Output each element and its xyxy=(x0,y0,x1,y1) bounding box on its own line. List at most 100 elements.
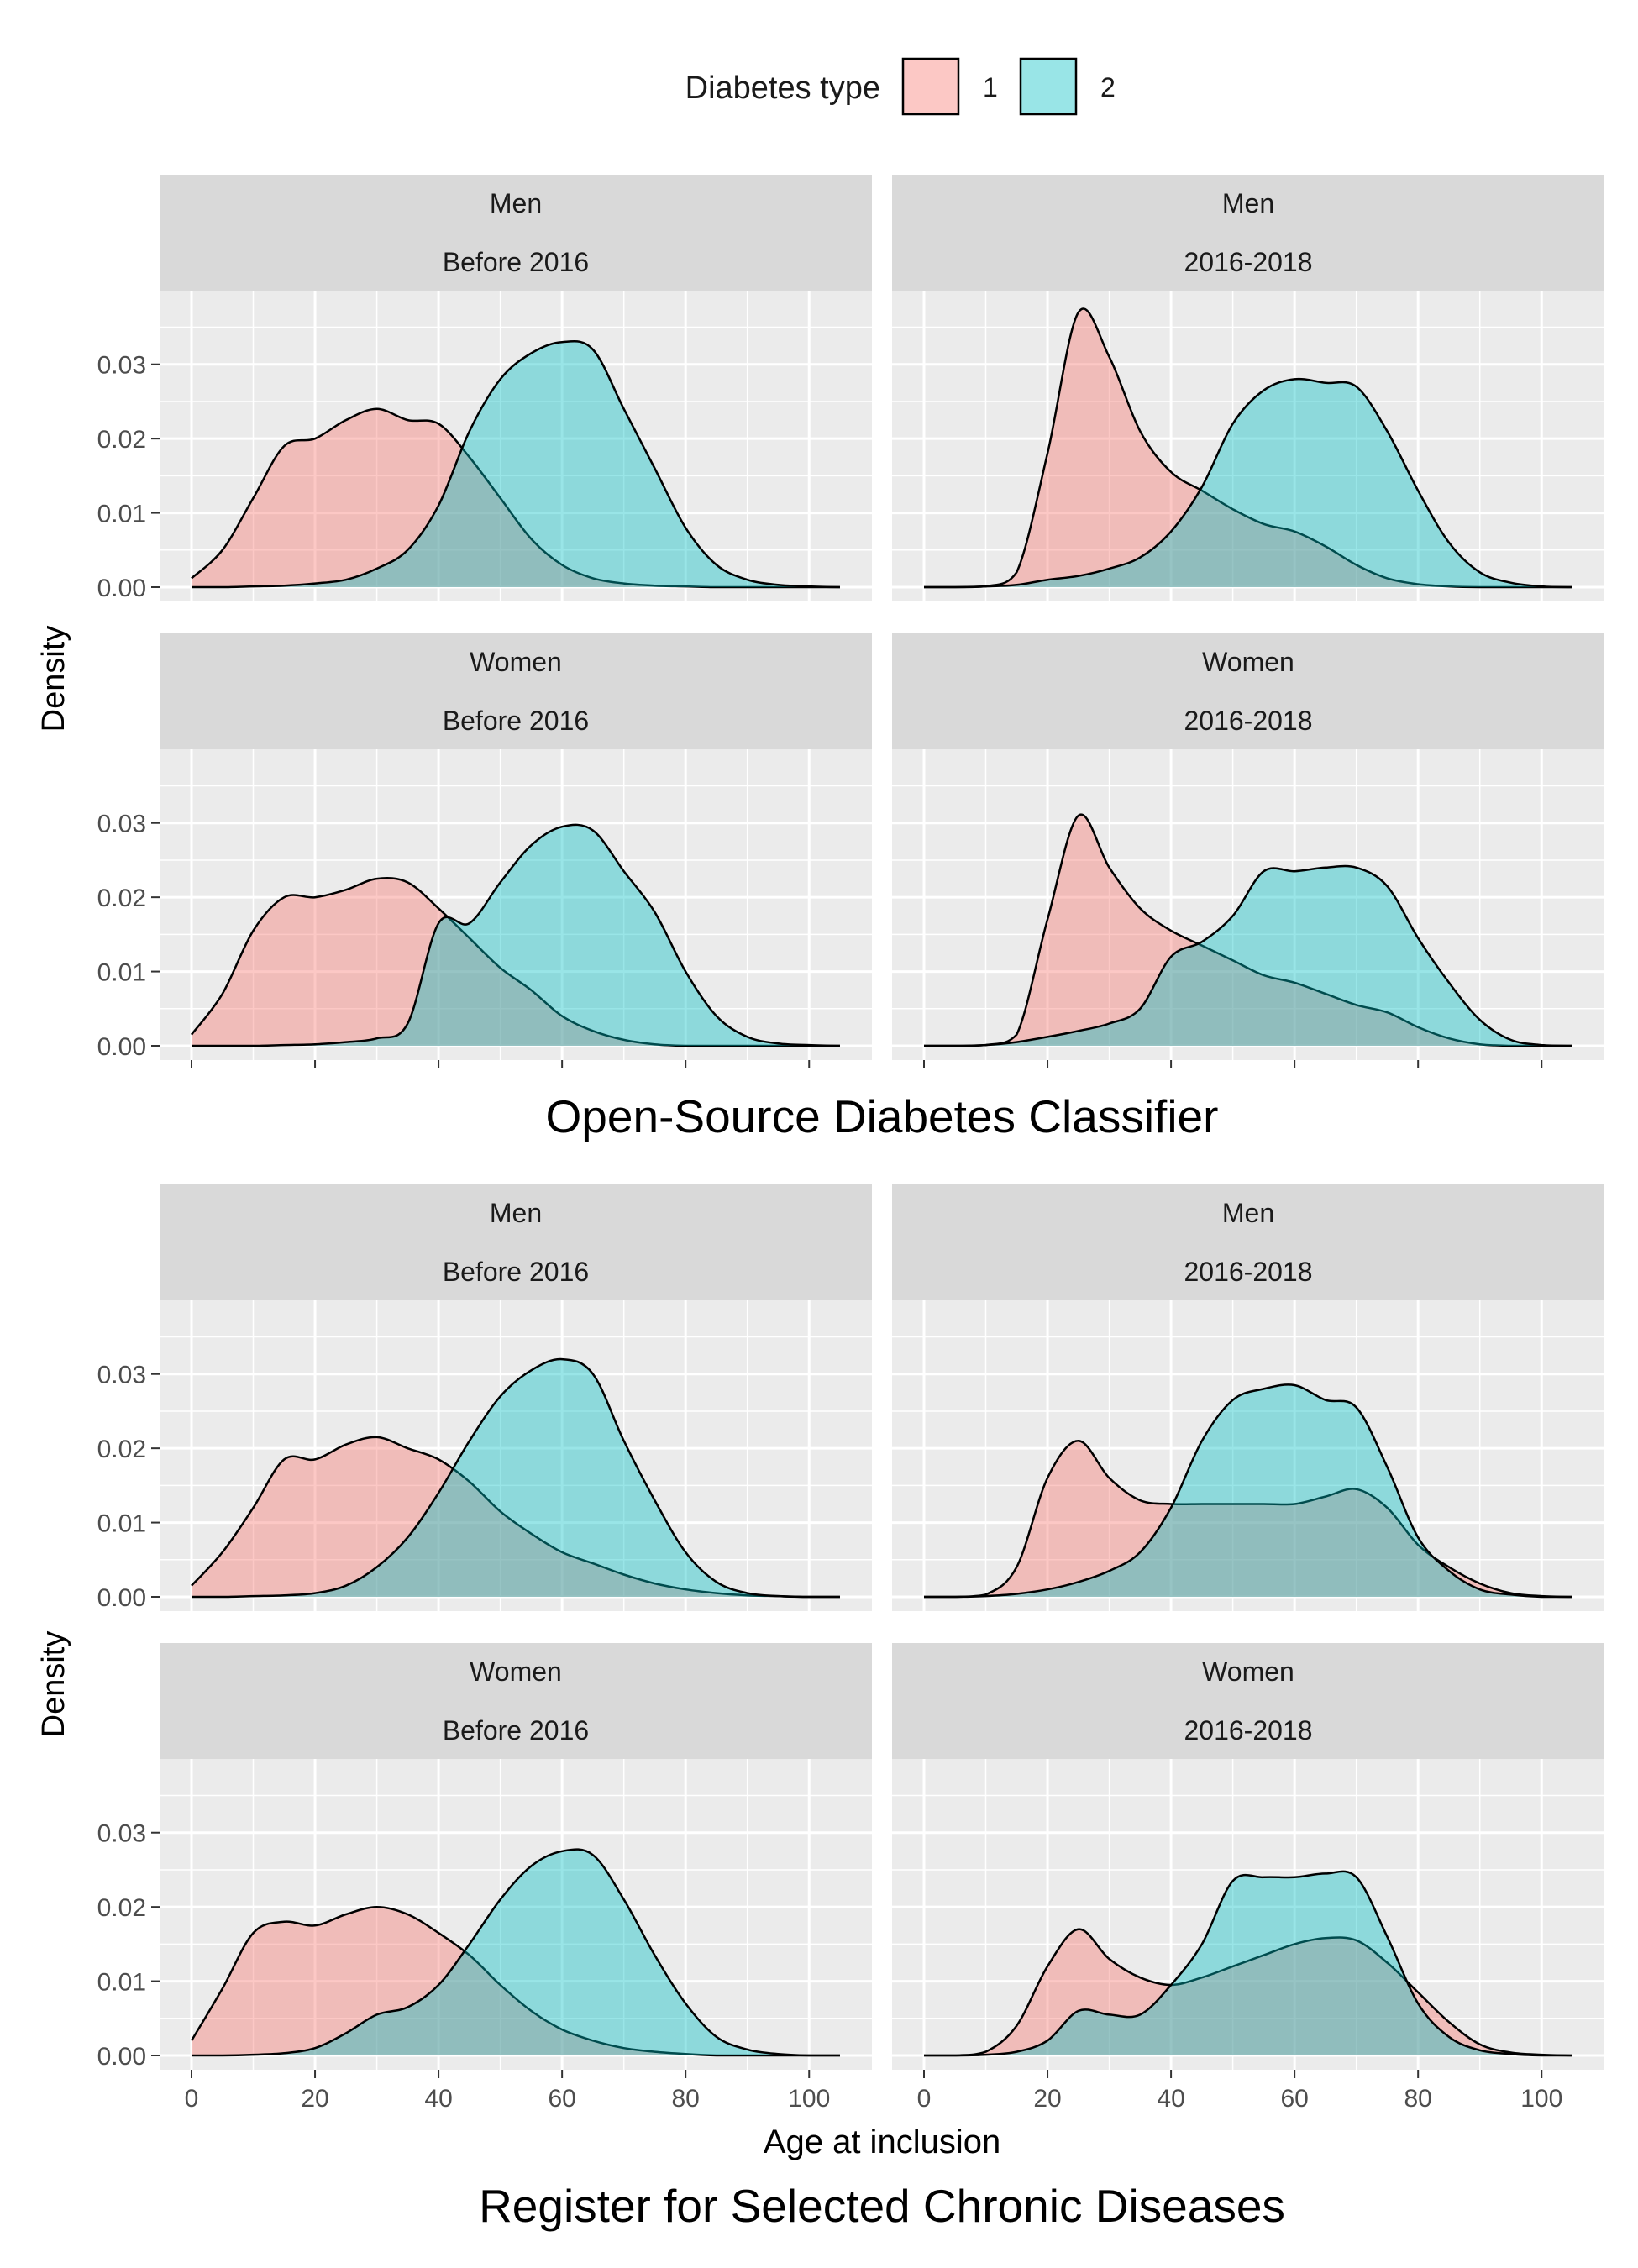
density-area-type-1-s0-p1 xyxy=(924,308,1572,587)
y-tick-label-s1-p2-2: 0.02 xyxy=(97,1894,146,1922)
density-line-type-1-s0-p0 xyxy=(191,407,840,589)
density-area-type-2-s1-p1 xyxy=(924,1384,1572,1597)
section-title-bottom: Register for Selected Chronic Diseases xyxy=(479,2180,1285,2232)
y-axis-titles: Density Density xyxy=(36,626,71,1738)
strip-s1-p3 xyxy=(892,1643,1604,1759)
y-tick-label-s0-p0-0: 0.00 xyxy=(97,575,146,602)
strip-sex-s1-p1: Men xyxy=(1222,1198,1274,1228)
density-line-type-1-s1-p2 xyxy=(190,1905,840,2057)
x-tick-label-s1-p3-4: 80 xyxy=(1404,2085,1432,2113)
density-line-type-2-s1-p3 xyxy=(924,1870,1572,2057)
density-area-type-2-s0-p0 xyxy=(192,341,840,587)
facet-panel-s1-p2: Women Before 2016 0.00 0.01 0.02 0.03 0 20 40 60 8… xyxy=(97,1643,872,2113)
y-tick-label-s1-p0-1: 0.01 xyxy=(97,1510,146,1538)
density-line-type-2-s1-p2 xyxy=(192,1848,840,2057)
strip-sex-s0-p3: Women xyxy=(1202,647,1294,677)
facet-panel-s0-p1: Men 2016-2018 xyxy=(892,175,1604,601)
density-area-type-2-s1-p0 xyxy=(192,1359,840,1597)
strip-s1-p1 xyxy=(892,1184,1604,1300)
density-line-type-1-s1-p1 xyxy=(924,1440,1573,1599)
density-area-type-1-s0-p0 xyxy=(192,408,840,587)
y-tick-label-s0-p2-3: 0.03 xyxy=(97,811,146,838)
strip-period-s0-p2: Before 2016 xyxy=(443,706,589,736)
strip-s0-p1 xyxy=(892,175,1604,291)
x-tick-label-s1-p2-2: 40 xyxy=(424,2085,452,2113)
y-tick-label-s0-p0-1: 0.01 xyxy=(97,501,146,528)
x-tick-label-s1-p3-0: 0 xyxy=(917,2085,932,2113)
density-area-type-2-s1-p3 xyxy=(924,1871,1572,2055)
strip-period-s1-p1: 2016-2018 xyxy=(1184,1257,1312,1287)
facet-panel-s0-p3: Women 2016-2018 xyxy=(892,633,1604,1068)
legend: Diabetes type 1 2 xyxy=(685,57,1116,116)
density-area-type-1-s1-p2 xyxy=(192,1907,840,2055)
density-line-type-2-s0-p1 xyxy=(924,377,1573,589)
facet-panels: Men Before 2016 0.00 0.01 0.02 0.03 Men 2016-20… xyxy=(97,175,1604,2113)
x-tick-label-s1-p2-1: 20 xyxy=(301,2085,328,2113)
strip-period-s1-p0: Before 2016 xyxy=(443,1257,589,1287)
facet-panel-s0-p0: Men Before 2016 0.00 0.01 0.02 0.03 xyxy=(97,175,872,602)
strip-sex-s0-p1: Men xyxy=(1222,188,1274,218)
facet-panel-s1-p0: Men Before 2016 0.00 0.01 0.02 0.03 xyxy=(97,1184,872,1612)
facet-panel-s1-p3: Women 2016-2018 0 20 40 60 80 100 xyxy=(892,1643,1604,2113)
density-area-type-2-s0-p1 xyxy=(924,379,1572,587)
strip-period-s1-p2: Before 2016 xyxy=(443,1715,589,1746)
y-tick-label-s1-p2-3: 0.03 xyxy=(97,1820,146,1848)
facet-panel-s0-p2: Women Before 2016 0.00 0.01 0.02 0.03 xyxy=(97,633,872,1068)
density-line-type-2-s1-p1 xyxy=(924,1383,1572,1599)
section-title-group: Open-Source Diabetes Classifier Register… xyxy=(479,1090,1285,2232)
y-tick-label-s1-p0-2: 0.02 xyxy=(97,1436,146,1463)
strip-s1-p2 xyxy=(160,1643,872,1759)
density-area-type-2-s1-p2 xyxy=(192,1849,840,2055)
density-line-type-2-s0-p3 xyxy=(924,864,1573,1047)
y-axis-title-top: Density xyxy=(36,626,71,732)
y-tick-label-s0-p2-0: 0.00 xyxy=(97,1033,146,1061)
y-axis-title-bottom: Density xyxy=(36,1631,71,1738)
y-tick-label-s1-p0-0: 0.00 xyxy=(97,1584,146,1612)
y-tick-label-s1-p2-1: 0.01 xyxy=(97,1969,146,1997)
legend-label-type-1: 1 xyxy=(983,72,998,102)
strip-s1-p0 xyxy=(160,1184,872,1300)
x-tick-label-s1-p2-0: 0 xyxy=(185,2085,199,2113)
density-line-type-2-s0-p0 xyxy=(192,339,841,589)
y-tick-label-s0-p0-3: 0.03 xyxy=(97,352,146,380)
x-tick-label-s1-p2-4: 80 xyxy=(672,2085,700,2113)
density-line-type-1-s0-p1 xyxy=(924,307,1572,589)
strip-s0-p3 xyxy=(892,633,1604,749)
x-tick-label-s1-p3-2: 40 xyxy=(1157,2085,1184,2113)
strip-period-s0-p1: 2016-2018 xyxy=(1184,247,1312,277)
strip-sex-s1-p3: Women xyxy=(1202,1656,1294,1687)
density-line-type-2-s1-p0 xyxy=(192,1357,840,1599)
density-area-type-2-s0-p2 xyxy=(192,824,840,1046)
density-area-type-2-s0-p3 xyxy=(924,865,1572,1046)
strip-period-s1-p3: 2016-2018 xyxy=(1184,1715,1312,1746)
x-tick-label-s1-p3-3: 60 xyxy=(1280,2085,1308,2113)
strip-sex-s1-p2: Women xyxy=(470,1656,562,1687)
x-tick-label-s1-p3-1: 20 xyxy=(1033,2085,1061,2113)
density-area-type-1-s0-p3 xyxy=(924,814,1572,1046)
strip-period-s0-p0: Before 2016 xyxy=(443,247,589,277)
strip-s0-p0 xyxy=(160,175,872,291)
legend-title: Diabetes type xyxy=(685,71,880,106)
y-tick-label-s1-p2-0: 0.00 xyxy=(97,2043,146,2071)
legend-key-type-1 xyxy=(901,57,960,116)
y-tick-label-s1-p0-3: 0.03 xyxy=(97,1362,146,1389)
y-tick-label-s0-p2-2: 0.02 xyxy=(97,885,146,912)
density-area-type-1-s1-p0 xyxy=(192,1436,840,1597)
density-line-type-1-s0-p2 xyxy=(191,877,840,1047)
density-line-type-1-s1-p3 xyxy=(924,1928,1573,2057)
x-tick-label-s1-p3-5: 100 xyxy=(1520,2085,1562,2113)
density-line-type-1-s0-p3 xyxy=(924,813,1572,1047)
strip-period-s0-p3: 2016-2018 xyxy=(1184,706,1312,736)
x-tick-label-s1-p2-3: 60 xyxy=(548,2085,575,2113)
density-area-type-1-s1-p1 xyxy=(924,1441,1572,1597)
strip-s0-p2 xyxy=(160,633,872,749)
strip-sex-s0-p2: Women xyxy=(470,647,562,677)
y-tick-label-s0-p0-2: 0.02 xyxy=(97,426,146,454)
section-title-top: Open-Source Diabetes Classifier xyxy=(546,1090,1219,1142)
density-area-type-1-s1-p3 xyxy=(924,1929,1572,2055)
legend-key-type-2 xyxy=(1019,57,1078,116)
strip-sex-s0-p0: Men xyxy=(490,188,542,218)
x-tick-label-s1-p2-5: 100 xyxy=(788,2085,830,2113)
x-axis-title: Age at inclusion xyxy=(764,2124,1000,2160)
